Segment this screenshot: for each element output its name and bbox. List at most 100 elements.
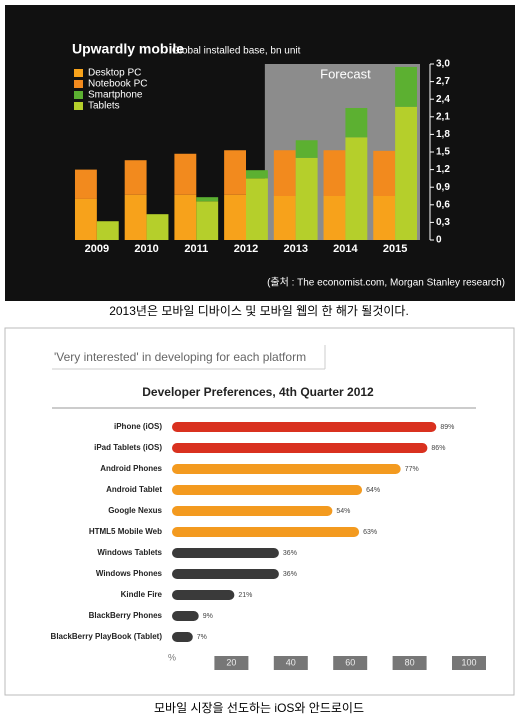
y-tick-label: 0,9 — [436, 182, 450, 193]
bar-segment — [373, 150, 396, 196]
bar — [172, 590, 235, 600]
bar-segment — [345, 108, 368, 138]
bar-segment — [395, 66, 418, 107]
legend-label: Tablets — [88, 101, 120, 112]
bar-segment — [224, 150, 246, 195]
bar-segment — [323, 150, 346, 196]
category-label: Kindle Fire — [121, 590, 163, 599]
bar — [172, 464, 401, 474]
bar-segment — [373, 196, 396, 240]
bar-segment — [96, 221, 119, 240]
legend-swatch — [74, 69, 83, 77]
category-label: Windows Tablets — [97, 548, 162, 557]
x-tick-label: 40 — [286, 657, 296, 667]
bar — [172, 485, 363, 495]
chart-title: Developer Preferences, 4th Quarter 2012 — [142, 385, 374, 399]
bar — [172, 548, 279, 558]
bar-segment — [295, 140, 318, 158]
bar-segment — [124, 160, 147, 195]
y-tick-label: 3,0 — [436, 59, 450, 70]
y-tick-label: 1,8 — [436, 129, 450, 140]
caption: 2013년은 모바일 디바이스 및 모바일 웹의 한 해가 될것이다. — [109, 304, 409, 318]
x-tick — [452, 656, 486, 670]
bar-segment — [345, 137, 368, 240]
y-tick-label: 1,5 — [436, 147, 450, 158]
bar — [172, 443, 428, 453]
annotation: Forecast — [320, 66, 371, 81]
x-tick — [333, 656, 368, 670]
bar-segment — [174, 194, 197, 240]
category-label: iPad Tablets (iOS) — [94, 443, 162, 452]
bar-segment — [174, 153, 197, 195]
bar-segment — [246, 178, 268, 240]
legend-swatch — [74, 102, 83, 110]
chart-subtitle: Global installed base, bn unit — [172, 46, 301, 57]
x-tick-label: 2011 — [184, 243, 208, 255]
bar-segment — [295, 157, 318, 240]
value-label: 7% — [197, 634, 207, 641]
legend-label: Notebook PC — [88, 79, 147, 90]
x-tick — [392, 656, 427, 670]
value-label: 36% — [283, 550, 297, 557]
bar-segment — [273, 196, 296, 240]
source: (출처 : The economist.com, Morgan Stanley … — [267, 277, 505, 289]
bar-segment — [74, 198, 97, 240]
y-tick-label: 2,7 — [436, 76, 450, 87]
bar-segment — [146, 214, 169, 240]
x-tick-label: 2014 — [333, 243, 358, 255]
category-label: iPhone (iOS) — [114, 422, 162, 431]
bar-segment — [323, 196, 346, 240]
value-label: 77% — [405, 466, 419, 473]
x-tick-label: 2015 — [383, 243, 407, 255]
value-label: 21% — [238, 592, 252, 599]
x-tick-label: 80 — [405, 657, 415, 667]
category-label: BlackBerry PlayBook (Tablet) — [51, 632, 163, 641]
bar-segment — [74, 169, 97, 199]
value-label: 63% — [363, 529, 377, 536]
y-tick-label: 1,2 — [436, 164, 450, 175]
value-label: 54% — [336, 508, 350, 515]
bar-segment — [124, 194, 147, 240]
chart-title: Upwardly mobile — [72, 41, 184, 57]
x-tick-label: 2009 — [85, 243, 109, 255]
value-label: 86% — [431, 445, 445, 452]
category-label: Android Phones — [100, 464, 162, 473]
bar — [172, 611, 199, 621]
y-tick-label: 0 — [436, 235, 442, 246]
legend-label: Desktop PC — [88, 68, 141, 79]
x-axis-label: % — [168, 652, 176, 662]
x-tick — [273, 656, 308, 670]
value-label: 9% — [203, 613, 213, 620]
bar-segment — [196, 201, 219, 240]
bar-segment — [246, 170, 268, 179]
y-tick-label: 0,3 — [436, 217, 450, 228]
legend-swatch — [74, 91, 83, 99]
bar — [172, 506, 333, 516]
legend-label: Smartphone — [88, 90, 143, 101]
x-tick-label: 2012 — [234, 243, 258, 255]
bar — [172, 569, 279, 579]
x-tick-label: 60 — [345, 657, 355, 667]
x-tick-label: 2013 — [283, 243, 307, 255]
x-tick — [214, 656, 249, 670]
bar — [172, 632, 193, 642]
category-label: Android Tablet — [106, 485, 162, 494]
value-label: 89% — [440, 424, 454, 431]
value-label: 36% — [283, 571, 297, 578]
category-label: HTML5 Mobile Web — [89, 527, 162, 536]
bar-segment — [224, 194, 246, 240]
bar — [172, 527, 360, 537]
category-label: Google Nexus — [108, 506, 162, 515]
caption: 모바일 시장을 선도하는 iOS와 안드로이드 — [154, 701, 364, 715]
category-label: Windows Phones — [96, 569, 163, 578]
bar-segment — [196, 197, 219, 202]
bar — [172, 422, 437, 432]
chart-header: 'Very interested' in developing for each… — [54, 350, 306, 364]
y-tick-label: 0,6 — [436, 199, 450, 210]
x-tick-label: 2010 — [134, 243, 158, 255]
y-tick-label: 2,4 — [436, 94, 450, 105]
x-tick-label: 100 — [461, 657, 476, 667]
x-tick-label: 20 — [226, 657, 236, 667]
category-label: BlackBerry Phones — [89, 611, 163, 620]
